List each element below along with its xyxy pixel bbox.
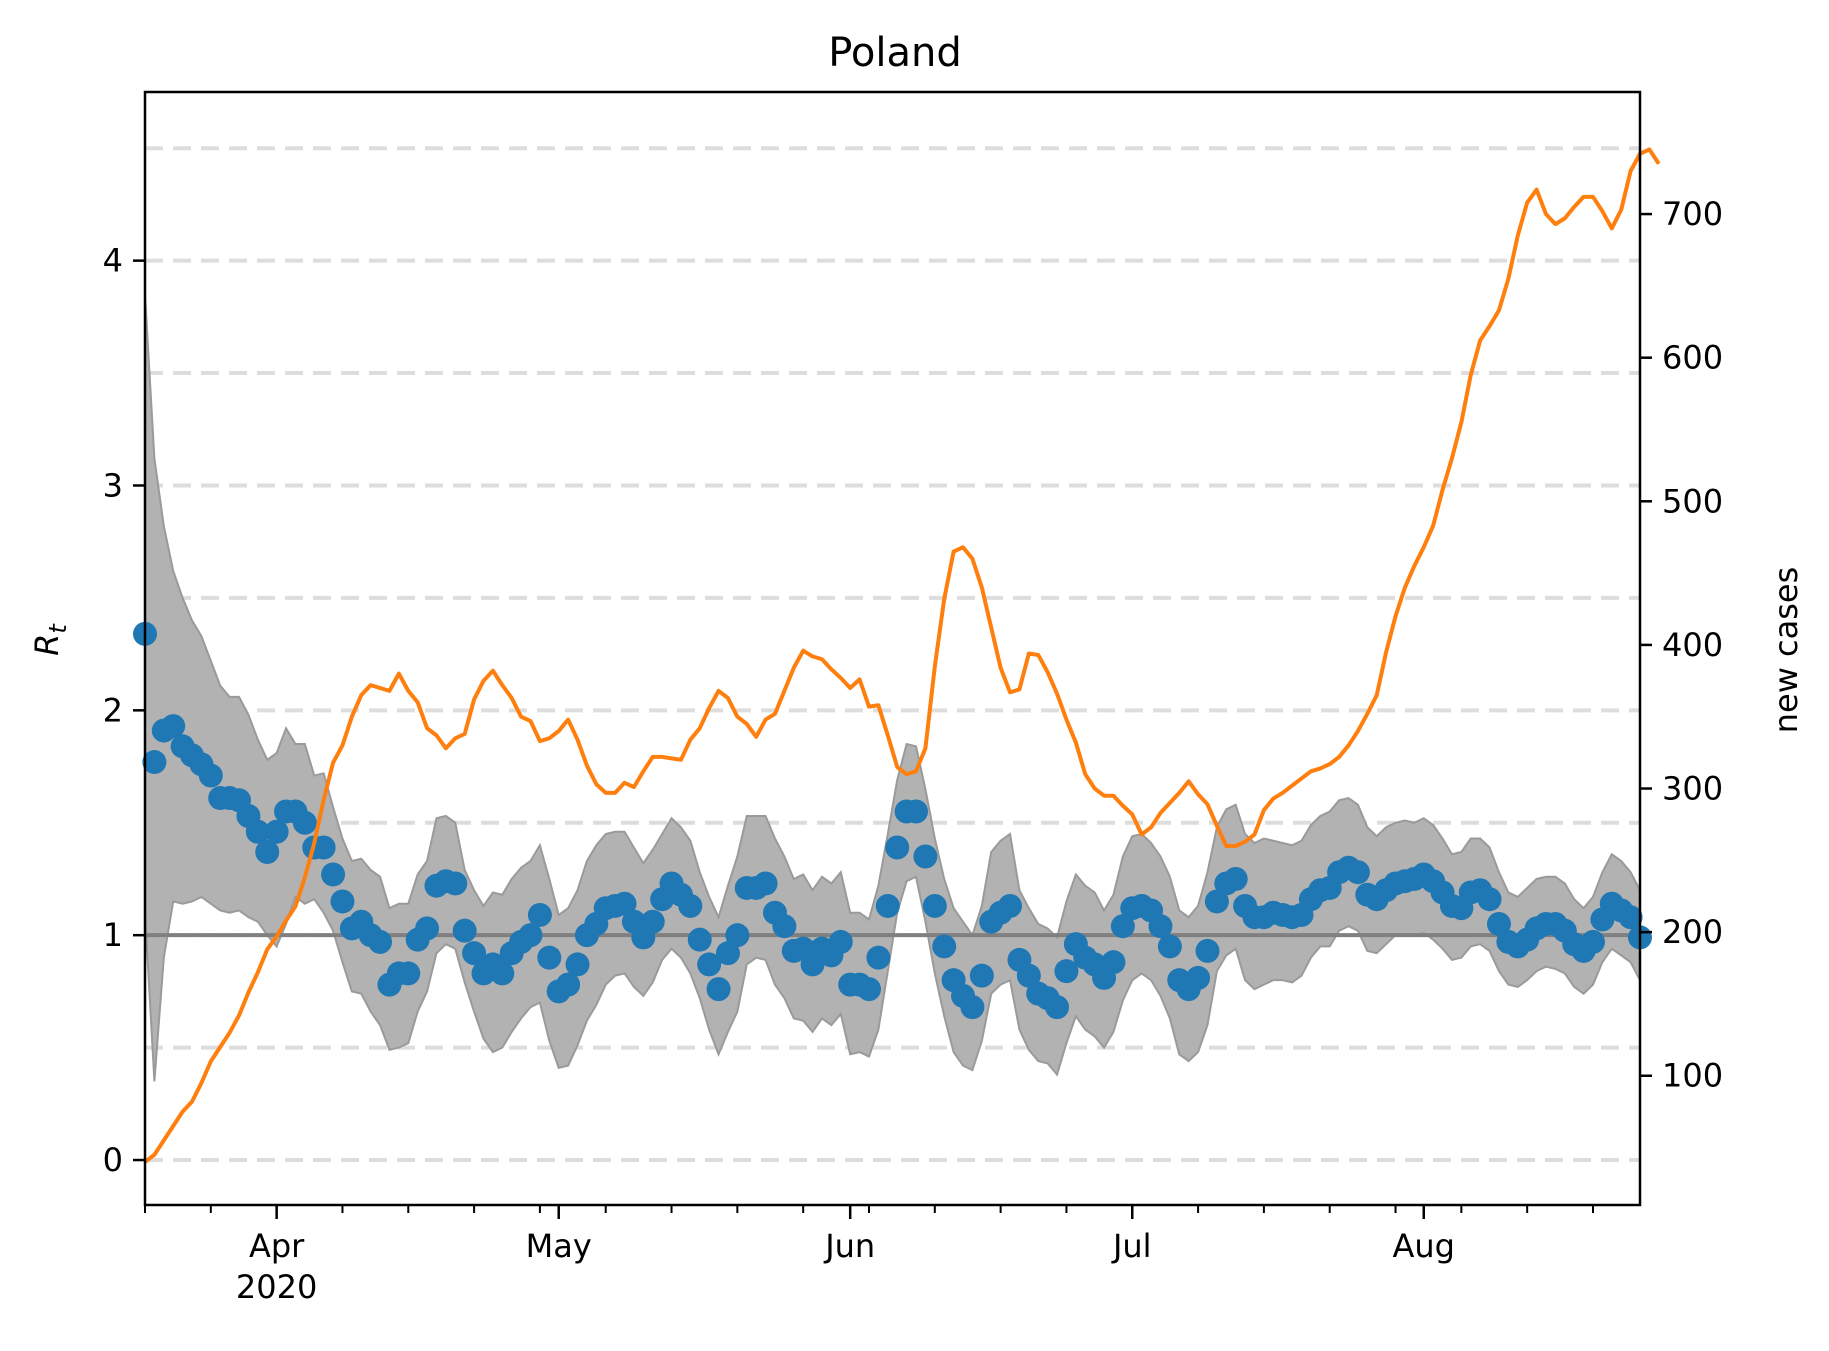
left-tick-label: 2 [103,691,123,729]
rt-point [443,871,468,896]
rt-point [875,893,900,918]
rt-point [753,871,778,896]
rt-point [678,893,703,918]
rt-point [1580,929,1605,954]
rt-point [565,952,590,977]
x-tick-label: Apr [249,1227,305,1265]
rt-point [1148,914,1173,939]
rt-point [292,810,317,835]
rt-point [1618,905,1643,930]
rt-point [960,995,985,1020]
rt-point [1486,911,1511,936]
rt-point [452,918,477,943]
rt-point [1345,860,1370,885]
rt-point [866,945,891,970]
rt-point [1477,887,1502,912]
rt-point [922,893,947,918]
rt-point [161,714,186,739]
rt-point [856,977,881,1002]
rt-point [311,835,336,860]
right-tick-label: 400 [1662,626,1723,664]
rt-point [969,963,994,988]
rt-point [462,941,487,966]
rt-point [1186,965,1211,990]
right-tick-label: 100 [1662,1057,1723,1095]
rt-point [1016,963,1041,988]
rt-point [255,839,280,864]
x-tick-label: Aug [1393,1227,1455,1265]
rt-point [687,927,712,952]
rt-point [706,977,731,1002]
rt-points [133,621,1652,1020]
rt-point [828,929,853,954]
rt-point [264,819,289,844]
y-axis-label-left-subscript: t [44,623,72,634]
chart-title: Poland [828,30,962,76]
rt-point [415,916,440,941]
rt-point [490,961,515,986]
x-tick-label: May [526,1227,592,1265]
rt-point [725,923,750,948]
rt-point [1054,959,1079,984]
rt-point [640,909,665,934]
rt-point [1204,889,1229,914]
right-tick-label: 700 [1662,195,1723,233]
rt-point [1195,938,1220,963]
rt-point [1157,934,1182,959]
new-cases-series-line [143,147,1661,1164]
rt-point [913,844,938,869]
rt-point [998,893,1023,918]
rt-point [556,972,581,997]
right-tick-label: 500 [1662,482,1723,520]
rt-point [321,862,346,887]
left-tick-label: 4 [103,242,123,280]
y-axis-label-left: Rt [28,623,72,656]
x-tick-label: Jun [823,1227,875,1265]
rt-point [518,923,543,948]
rt-point [527,902,552,927]
rt-point [368,929,393,954]
rt-point [1223,866,1248,891]
rt-point [772,914,797,939]
rt-point [198,763,223,788]
rt-point [330,889,355,914]
rt-point [537,945,562,970]
left-tick-label: 0 [103,1141,123,1179]
rt-point [904,799,929,824]
rt-point [885,835,910,860]
x-tick-sublabel: 2020 [236,1268,317,1306]
plot-frame [143,90,1642,1207]
rt-point [396,961,421,986]
rt-point [142,750,167,775]
y-axis-label-left-main: R [28,634,66,656]
y-axis-label-right: new cases [1767,567,1805,734]
rt-point [612,891,637,916]
new-cases-line [143,147,1661,1164]
rt-point [697,952,722,977]
rt-point [1045,995,1070,1020]
rt-point [932,934,957,959]
right-tick-label: 300 [1662,770,1723,808]
x-tick-label: Jul [1111,1227,1152,1265]
left-tick-label: 1 [103,916,123,954]
right-tick-label: 200 [1662,913,1723,951]
rt-point [245,819,270,844]
rt-point [1101,950,1126,975]
right-tick-label: 600 [1662,339,1723,377]
rt-point [1110,914,1135,939]
left-tick-label: 3 [103,466,123,504]
rt-point [715,941,740,966]
